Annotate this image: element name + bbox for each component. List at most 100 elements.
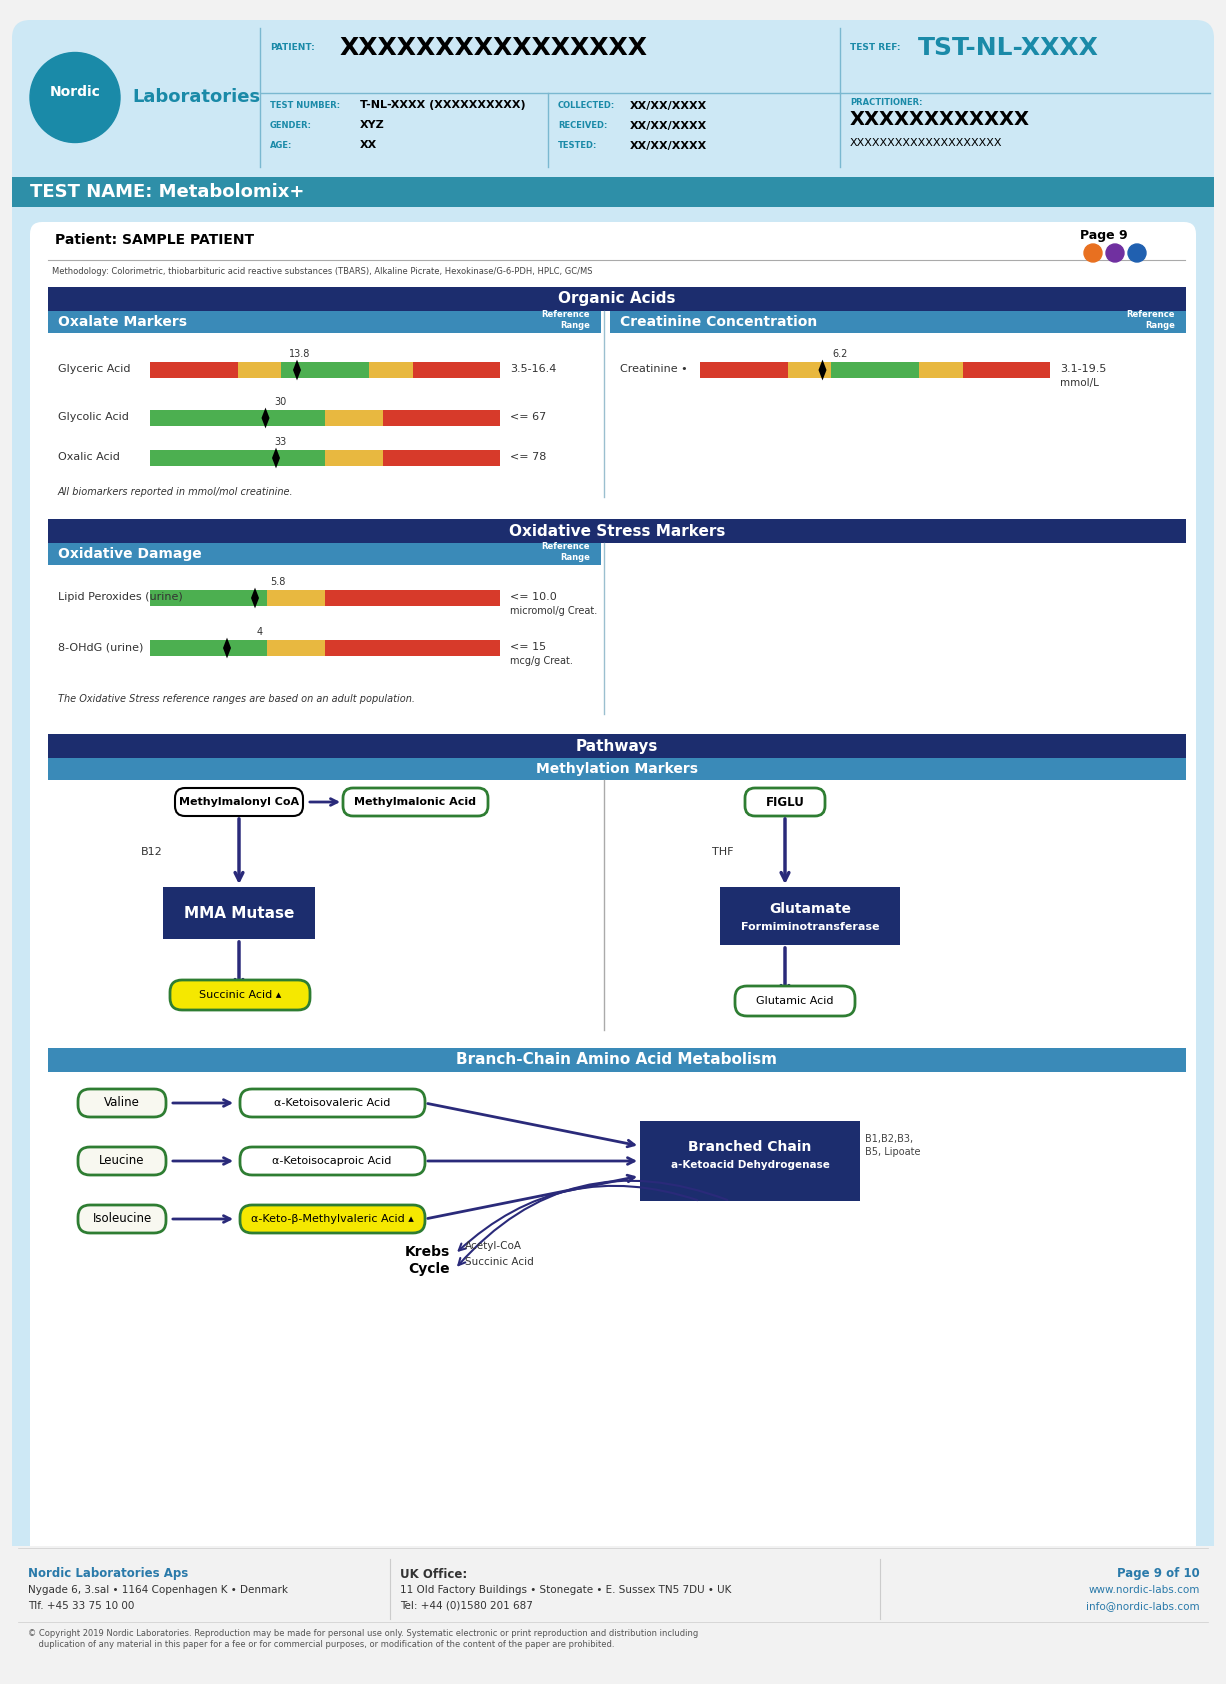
Bar — [12, 177, 1214, 207]
Circle shape — [1106, 244, 1124, 263]
Text: Krebs: Krebs — [405, 1244, 450, 1260]
Polygon shape — [261, 408, 270, 428]
Bar — [384, 589, 441, 606]
Text: α-Ketoisocaproic Acid: α-Ketoisocaproic Acid — [272, 1155, 391, 1165]
Text: 4: 4 — [257, 626, 264, 637]
FancyBboxPatch shape — [78, 1206, 166, 1233]
Bar — [0, 1546, 1226, 1684]
Text: Pathways: Pathways — [576, 739, 658, 753]
FancyBboxPatch shape — [240, 1147, 425, 1175]
Text: B5, Lipoate: B5, Lipoate — [866, 1147, 921, 1157]
Text: THF: THF — [711, 847, 733, 857]
Text: RECEIVED:: RECEIVED: — [558, 121, 607, 130]
Text: FIGLU: FIGLU — [765, 795, 804, 808]
Text: XYZ: XYZ — [360, 121, 385, 130]
Bar — [208, 589, 267, 606]
Text: TST-NL-XXXX: TST-NL-XXXX — [918, 35, 1098, 61]
Text: 3.5-16.4: 3.5-16.4 — [510, 364, 557, 374]
Bar — [150, 409, 208, 426]
Text: Glycolic Acid: Glycolic Acid — [58, 413, 129, 423]
Bar — [441, 409, 500, 426]
Text: Laboratories: Laboratories — [132, 89, 260, 106]
Text: Tel: +44 (0)1580 201 687: Tel: +44 (0)1580 201 687 — [400, 1601, 533, 1612]
Text: Methylmalonic Acid: Methylmalonic Acid — [354, 797, 476, 807]
Text: Creatinine •: Creatinine • — [620, 364, 688, 374]
Text: micromol/g Creat.: micromol/g Creat. — [510, 606, 597, 616]
Bar — [150, 362, 194, 377]
Text: PRACTITIONER:: PRACTITIONER: — [850, 98, 922, 108]
Text: 13.8: 13.8 — [289, 349, 310, 359]
Bar — [150, 589, 208, 606]
FancyBboxPatch shape — [78, 1090, 166, 1116]
Bar — [163, 887, 315, 940]
Text: Creatinine Concentration: Creatinine Concentration — [620, 315, 818, 328]
Bar — [238, 362, 281, 377]
Text: Cycle: Cycle — [408, 1261, 450, 1276]
Bar — [1007, 362, 1049, 377]
Text: Branched Chain: Branched Chain — [688, 1140, 812, 1154]
Text: Isoleucine: Isoleucine — [92, 1212, 152, 1226]
Text: Leucine: Leucine — [99, 1155, 145, 1167]
Bar — [325, 362, 369, 377]
Text: 33: 33 — [273, 438, 286, 446]
Text: Reference
Range: Reference Range — [1127, 310, 1175, 330]
Bar — [325, 450, 384, 466]
Bar — [48, 286, 1186, 312]
Bar — [208, 409, 267, 426]
Bar — [48, 734, 1186, 758]
Text: Patient: SAMPLE PATIENT: Patient: SAMPLE PATIENT — [55, 232, 254, 248]
Bar — [325, 589, 384, 606]
Circle shape — [1128, 244, 1146, 263]
Text: <= 15: <= 15 — [510, 642, 546, 652]
Text: Branch-Chain Amino Acid Metabolism: Branch-Chain Amino Acid Metabolism — [456, 1052, 777, 1068]
Bar — [441, 640, 500, 657]
Text: Oxalic Acid: Oxalic Acid — [58, 451, 120, 461]
Bar — [831, 362, 875, 377]
Bar — [267, 450, 325, 466]
Bar — [875, 362, 918, 377]
Text: PATIENT:: PATIENT: — [270, 44, 315, 52]
Polygon shape — [272, 448, 280, 468]
Text: mcg/g Creat.: mcg/g Creat. — [510, 657, 573, 665]
Text: α-Ketoisovaleric Acid: α-Ketoisovaleric Acid — [273, 1098, 390, 1108]
Text: XX/XX/XXXX: XX/XX/XXXX — [630, 101, 707, 111]
Bar — [48, 542, 601, 566]
Text: Lipid Peroxides (urine): Lipid Peroxides (urine) — [58, 593, 183, 601]
Text: B1,B2,B3,: B1,B2,B3, — [866, 1133, 913, 1143]
Text: All biomarkers reported in mmol/mol creatinine.: All biomarkers reported in mmol/mol crea… — [58, 487, 293, 497]
Text: Oxalate Markers: Oxalate Markers — [58, 315, 188, 328]
Bar — [456, 362, 500, 377]
Text: TEST NAME: Metabolomix+: TEST NAME: Metabolomix+ — [29, 184, 304, 200]
Bar — [369, 362, 412, 377]
FancyBboxPatch shape — [29, 222, 1197, 1580]
Text: Nygade 6, 3.sal • 1164 Copenhagen K • Denmark: Nygade 6, 3.sal • 1164 Copenhagen K • De… — [28, 1585, 288, 1595]
Text: a-Ketoacid Dehydrogenase: a-Ketoacid Dehydrogenase — [671, 1160, 830, 1170]
Text: Reference
Range: Reference Range — [542, 310, 590, 330]
Text: <= 78: <= 78 — [510, 451, 547, 461]
Bar — [640, 1122, 859, 1201]
Text: Nordic: Nordic — [49, 86, 101, 99]
Text: Oxidative Stress Markers: Oxidative Stress Markers — [509, 524, 726, 539]
Text: T-NL-XXXX (XXXXXXXXXX): T-NL-XXXX (XXXXXXXXXX) — [360, 101, 526, 111]
Text: The Oxidative Stress reference ranges are based on an adult population.: The Oxidative Stress reference ranges ar… — [58, 694, 414, 704]
Text: Methylmalonyl CoA: Methylmalonyl CoA — [179, 797, 299, 807]
Text: <= 67: <= 67 — [510, 413, 547, 423]
Text: www.nordic-labs.com: www.nordic-labs.com — [1089, 1585, 1200, 1595]
Text: α-Keto-β-Methylvaleric Acid ▴: α-Keto-β-Methylvaleric Acid ▴ — [250, 1214, 413, 1224]
Bar — [325, 640, 384, 657]
Bar — [787, 362, 831, 377]
Text: Glutamate: Glutamate — [769, 903, 851, 916]
Text: © Copyright 2019 Nordic Laboratories. Reproduction may be made for personal use : © Copyright 2019 Nordic Laboratories. Re… — [28, 1630, 699, 1649]
Text: 30: 30 — [273, 397, 286, 408]
FancyBboxPatch shape — [745, 788, 825, 817]
Text: XX: XX — [360, 140, 378, 150]
Text: TESTED:: TESTED: — [558, 141, 597, 150]
FancyBboxPatch shape — [343, 788, 488, 817]
Bar — [150, 640, 208, 657]
Text: 5.8: 5.8 — [270, 578, 286, 588]
Text: Succinic Acid ▴: Succinic Acid ▴ — [199, 990, 281, 1000]
Bar — [48, 758, 1186, 780]
Bar — [208, 640, 267, 657]
Text: XXXXXXXXXXXXXXXX: XXXXXXXXXXXXXXXX — [340, 35, 649, 61]
Text: 11 Old Factory Buildings • Stonegate • E. Sussex TN5 7DU • UK: 11 Old Factory Buildings • Stonegate • E… — [400, 1585, 732, 1595]
